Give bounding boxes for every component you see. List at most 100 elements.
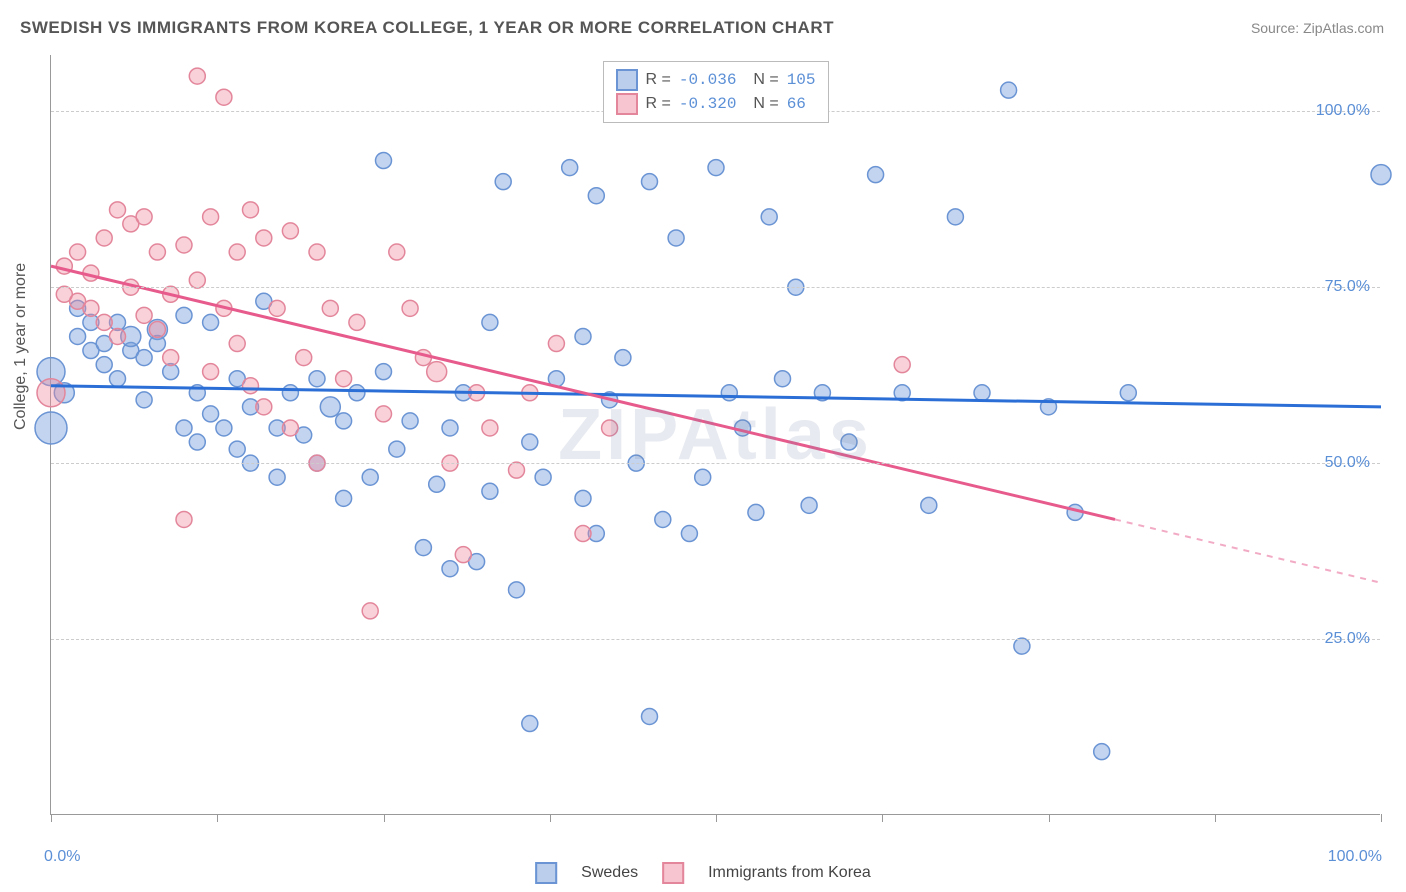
scatter-point (362, 603, 378, 619)
scatter-point (974, 385, 990, 401)
scatter-point (96, 230, 112, 246)
legend-label: Immigrants from Korea (708, 864, 871, 882)
scatter-point (482, 420, 498, 436)
scatter-point (575, 526, 591, 542)
scatter-point (522, 434, 538, 450)
scatter-point (203, 314, 219, 330)
x-tick (882, 814, 883, 822)
scatter-point (176, 511, 192, 527)
chart-title: SWEDISH VS IMMIGRANTS FROM KOREA COLLEGE… (20, 18, 834, 38)
legend-r-value-swedes: -0.036 (679, 68, 737, 92)
scatter-point (96, 357, 112, 373)
scatter-point (748, 504, 764, 520)
x-axis-min-label: 0.0% (44, 848, 80, 866)
scatter-point (176, 420, 192, 436)
scatter-point (841, 434, 857, 450)
scatter-point (336, 413, 352, 429)
legend-r-value-korea: -0.320 (679, 92, 737, 116)
scatter-point (349, 314, 365, 330)
scatter-point (70, 244, 86, 260)
grid-line (51, 463, 1380, 464)
scatter-point (176, 307, 192, 323)
scatter-point (110, 371, 126, 387)
scatter-point (189, 434, 205, 450)
scatter-point (203, 209, 219, 225)
scatter-point (695, 469, 711, 485)
scatter-point (429, 476, 445, 492)
y-tick-label: 50.0% (1325, 454, 1370, 472)
correlation-legend: R = -0.036 N = 105 R = -0.320 N = 66 (603, 61, 829, 123)
scatter-point (269, 300, 285, 316)
x-tick (1049, 814, 1050, 822)
scatter-point (216, 89, 232, 105)
y-tick-label: 25.0% (1325, 630, 1370, 648)
x-tick (550, 814, 551, 822)
scatter-point (110, 202, 126, 218)
scatter-point (216, 420, 232, 436)
source-label: Source: ZipAtlas.com (1251, 20, 1384, 36)
scatter-point (282, 385, 298, 401)
scatter-point (189, 272, 205, 288)
scatter-point (427, 362, 447, 382)
scatter-point (509, 462, 525, 478)
x-tick (1381, 814, 1382, 822)
legend-label: Swedes (581, 864, 638, 882)
scatter-point (1014, 638, 1030, 654)
legend-swatch (535, 862, 557, 884)
legend-n-value-korea: 66 (787, 92, 806, 116)
scatter-point (402, 413, 418, 429)
x-axis-max-label: 100.0% (1328, 848, 1382, 866)
scatter-point (668, 230, 684, 246)
scatter-point (775, 371, 791, 387)
scatter-point (548, 336, 564, 352)
scatter-point (376, 153, 392, 169)
scatter-point (588, 188, 604, 204)
y-axis-label: College, 1 year or more (12, 263, 30, 430)
scatter-point (320, 397, 340, 417)
scatter-point (136, 392, 152, 408)
scatter-point (655, 511, 671, 527)
scatter-point (522, 716, 538, 732)
scatter-point (269, 469, 285, 485)
scatter-point (1120, 385, 1136, 401)
scatter-point (602, 420, 618, 436)
scatter-point (947, 209, 963, 225)
scatter-point (282, 420, 298, 436)
grid-line (51, 639, 1380, 640)
legend-n-value-swedes: 105 (787, 68, 816, 92)
scatter-point (482, 314, 498, 330)
scatter-point (163, 350, 179, 366)
scatter-point (868, 167, 884, 183)
x-tick (384, 814, 385, 822)
swatch-swedes (616, 69, 638, 91)
scatter-point (1001, 82, 1017, 98)
scatter-point (801, 497, 817, 513)
bottom-legend: Swedes Immigrants from Korea (535, 862, 871, 884)
scatter-point (35, 412, 67, 444)
scatter-point (136, 350, 152, 366)
scatter-point (1371, 165, 1391, 185)
scatter-point (389, 441, 405, 457)
scatter-point (256, 230, 272, 246)
scatter-point (229, 441, 245, 457)
scatter-point (482, 483, 498, 499)
scatter-point (136, 307, 152, 323)
scatter-point (721, 385, 737, 401)
chart-svg (51, 55, 1381, 815)
scatter-point (229, 244, 245, 260)
legend-r-label: R = (646, 92, 671, 116)
scatter-point (229, 336, 245, 352)
scatter-point (243, 378, 259, 394)
scatter-point (336, 371, 352, 387)
scatter-point (415, 540, 431, 556)
x-tick (1215, 814, 1216, 822)
scatter-point (256, 399, 272, 415)
scatter-point (642, 174, 658, 190)
scatter-point (921, 497, 937, 513)
scatter-point (402, 300, 418, 316)
legend-n-label: N = (744, 68, 778, 92)
scatter-point (455, 547, 471, 563)
scatter-point (322, 300, 338, 316)
scatter-point (110, 328, 126, 344)
scatter-point (149, 321, 165, 337)
